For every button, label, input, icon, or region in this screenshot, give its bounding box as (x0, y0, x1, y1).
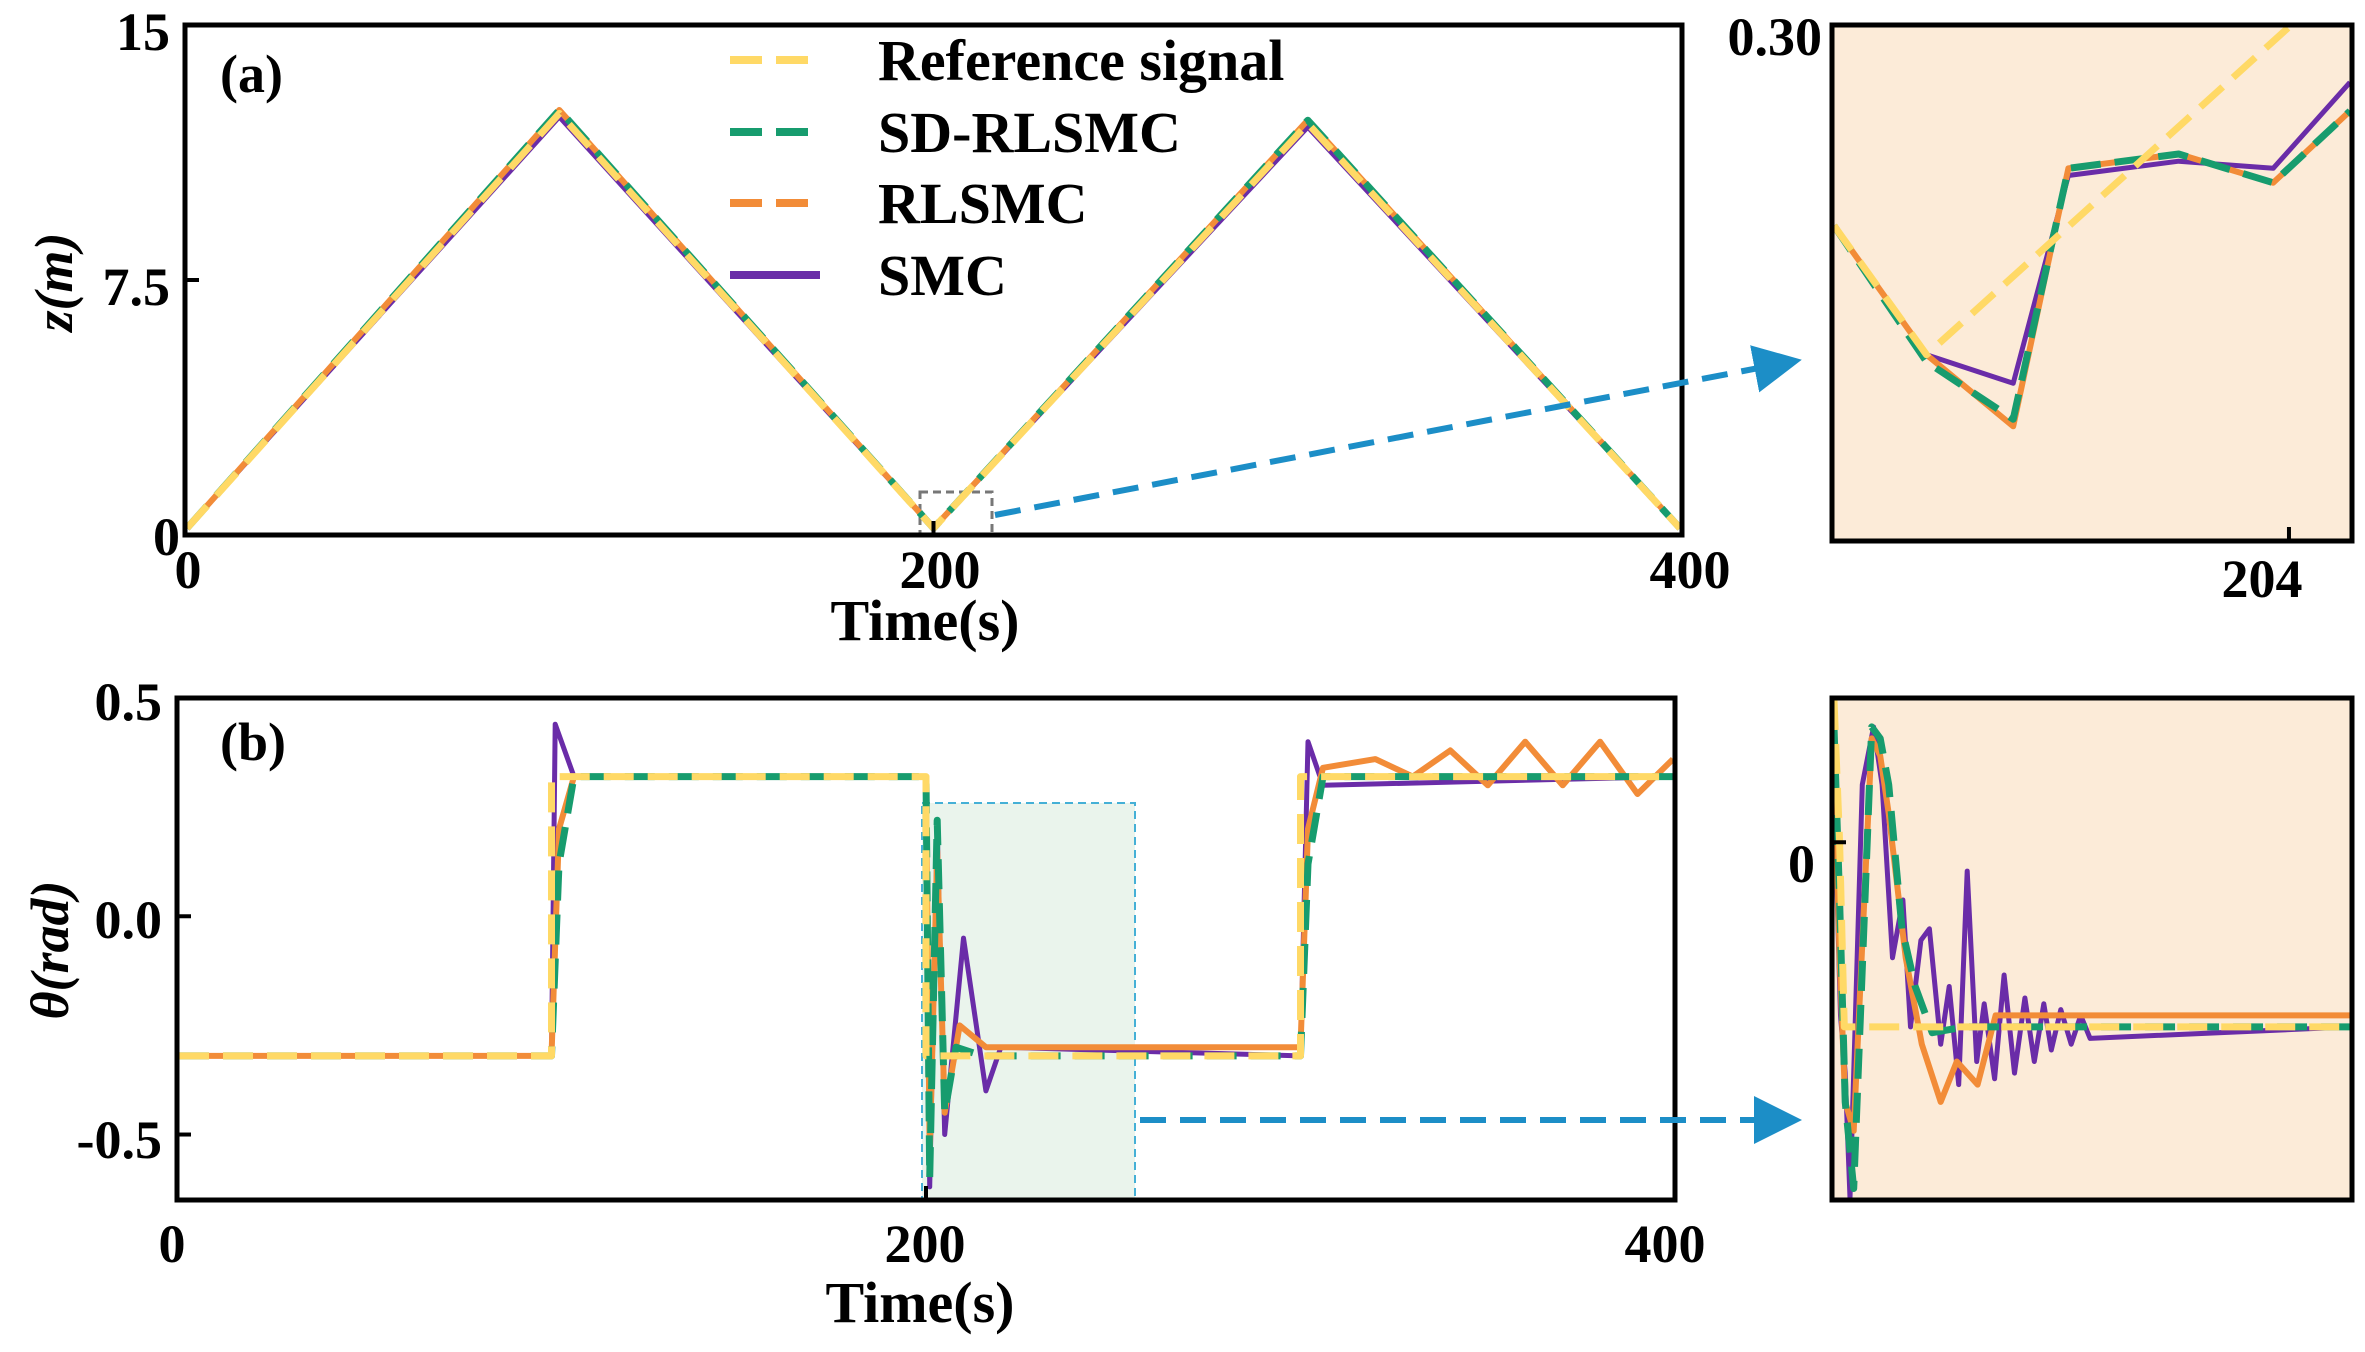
inset-b-frame (1829, 695, 2355, 1203)
panel-a-xtick-400: 400 (1650, 540, 1731, 600)
legend-label-sd-rlsmc: SD-RLSMC (878, 100, 1181, 165)
tick-marks (175, 23, 2291, 1200)
panel-b-ylabel: θ(rad) (20, 880, 80, 1019)
panel-b-xlabel: Time(s) (825, 1270, 1014, 1335)
panel-b-label: (b) (220, 712, 286, 772)
panel-b-ytick-0.0: 0.0 (95, 890, 163, 950)
legend-label-smc: SMC (878, 243, 1007, 308)
inset-a-plot (1831, 24, 2353, 430)
inset-b-series-sd-rlsmc (1830, 723, 2350, 1192)
zoom-arrow-a (994, 345, 1802, 518)
panel-b-xtick-400: 400 (1625, 1214, 1706, 1274)
panel-a-ytick-15: 15 (116, 2, 170, 62)
panel-a-xtick-200: 200 (900, 540, 981, 600)
inset-a-background (1832, 25, 2352, 541)
panel-b-ytick--0.5: -0.5 (77, 1110, 162, 1170)
panel-b-xtick-0: 0 (159, 1214, 186, 1274)
panel-a-label: (a) (220, 44, 283, 104)
inset-a-xtick: 204 (2222, 549, 2303, 609)
panel-a-ytick-0: 0 (153, 507, 180, 567)
panel-b-ytick-0.5: 0.5 (95, 672, 163, 732)
panel-a-xlabel: Time(s) (830, 588, 1019, 653)
panel-a-xtick-0: 0 (175, 540, 202, 600)
inset-a-ytick: 0.30 (1728, 7, 1823, 67)
panel-b-series-sd-rlsmc (179, 773, 1673, 1182)
inset-b-plot (1830, 699, 2351, 1201)
legend: Reference signal SD-RLSMC RLSMC SMC (730, 28, 1284, 308)
inset-b-ytick: 0 (1788, 834, 1815, 894)
panel-b-xtick-200: 200 (885, 1214, 966, 1274)
zoom-region-b (921, 802, 1136, 1201)
legend-label-rlsmc: RLSMC (878, 171, 1087, 236)
inset-a-frame (1829, 22, 2355, 544)
inset-a-series-reference-signal (1831, 24, 2292, 359)
panel-a-ytick-7.5: 7.5 (103, 257, 171, 317)
panel-b-plot (179, 721, 1676, 1190)
panel-a-ylabel: z(m) (24, 233, 84, 334)
panel-b-series-reference-signal (179, 773, 1673, 1060)
legend-label-reference: Reference signal (878, 28, 1284, 93)
